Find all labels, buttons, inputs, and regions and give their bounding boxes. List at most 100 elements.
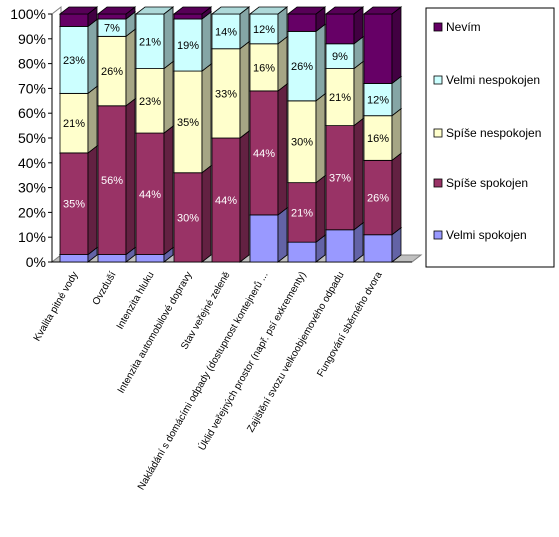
- bar-segment-side: [163, 60, 174, 134]
- legend-swatch: [433, 75, 443, 85]
- category-label: Intenzita hluku: [115, 270, 157, 331]
- legend-label: Velmi nespokojen: [446, 73, 540, 87]
- bar-segment: [363, 13, 393, 84]
- y-tick-label: 80%: [18, 56, 46, 72]
- bar-segment-side: [163, 125, 174, 256]
- bar-segment-side: [315, 174, 326, 243]
- data-label: 30%: [177, 212, 199, 224]
- y-tick-label: 50%: [18, 130, 46, 146]
- category-label: Kvalita pitné vody: [32, 270, 81, 343]
- bar-segment: [135, 254, 165, 263]
- y-tick-label: 60%: [18, 105, 46, 121]
- data-label: 21%: [63, 118, 85, 130]
- y-tick-label: 90%: [18, 31, 46, 47]
- data-label: 44%: [253, 148, 275, 160]
- data-label: 56%: [101, 175, 123, 187]
- data-label: 14%: [215, 26, 237, 38]
- data-label: 23%: [63, 55, 85, 67]
- y-axis: 0% 10% 20% 30% 40% 50% 60% 70% 80% 90% 100%: [10, 6, 53, 270]
- data-label: 35%: [177, 117, 199, 129]
- legend-swatch: [433, 178, 443, 188]
- y-tick-label: 20%: [18, 204, 46, 220]
- bar-segment-top: [324, 6, 365, 15]
- legend-swatch: [433, 230, 443, 240]
- bar-segment-side: [201, 11, 212, 72]
- legend-label: Velmi spokojen: [446, 228, 527, 242]
- bar-segment-side: [391, 6, 402, 85]
- data-label: 21%: [139, 36, 161, 48]
- bar-segment: [325, 68, 355, 126]
- data-label: 26%: [367, 193, 389, 205]
- bar-segment: [325, 229, 355, 263]
- data-label: 37%: [329, 173, 351, 185]
- bar-segment: [97, 254, 127, 263]
- bar-segment-side: [87, 85, 98, 154]
- data-label: 44%: [215, 195, 237, 207]
- bar-segment-side: [163, 6, 174, 70]
- bar-segment-top: [286, 6, 327, 15]
- bar-segment-top: [362, 6, 403, 15]
- data-label: 35%: [63, 199, 85, 211]
- data-label: 26%: [291, 61, 313, 73]
- bar-stack: 30% 35% 19%: [172, 6, 213, 263]
- data-label: 23%: [139, 96, 161, 108]
- bar-segment-top: [172, 6, 213, 15]
- bar-segment-side: [315, 23, 326, 102]
- bar-segment-side: [201, 63, 212, 174]
- bar-segment: [363, 115, 393, 161]
- bar-segment-top: [96, 6, 137, 15]
- bar-segment: [287, 241, 317, 263]
- bar-segment: [97, 105, 127, 255]
- category-label: Nakládání s domácími odpady (dostupnost …: [135, 270, 270, 493]
- data-label: 21%: [329, 92, 351, 104]
- y-tick-label: 70%: [18, 80, 46, 96]
- bar-segment: [173, 13, 203, 20]
- data-label: 21%: [291, 207, 313, 219]
- bar-segment-top: [248, 6, 289, 15]
- bar-segment: [287, 13, 317, 32]
- data-label: 19%: [177, 40, 199, 52]
- bar-segment: [173, 70, 203, 174]
- bar-stack: 37% 21% 9%: [324, 6, 365, 263]
- data-label: 26%: [101, 66, 123, 78]
- bar-segment: [325, 43, 355, 69]
- bar-segment-side: [87, 145, 98, 256]
- y-tick-label: 100%: [10, 6, 46, 22]
- data-label: 16%: [367, 133, 389, 145]
- bar-segment-side: [315, 92, 326, 184]
- bar-segment: [249, 43, 279, 92]
- data-label: 16%: [253, 62, 275, 74]
- category-label: Fungování sběrného dvora: [315, 270, 385, 379]
- bar-segment: [325, 125, 355, 231]
- bar-segment-side: [277, 35, 288, 92]
- bar-segment-side: [201, 164, 212, 263]
- bar-segment-side: [239, 130, 250, 263]
- bar-stack: 21% 30% 26%: [286, 6, 327, 263]
- bar-segment-side: [87, 18, 98, 95]
- bar-segment: [211, 137, 241, 263]
- category-label: Intenzita automobilové dopravy: [116, 270, 195, 395]
- bar-segment: [97, 13, 127, 20]
- bar-segment: [363, 83, 393, 117]
- legend-box: [425, 7, 555, 268]
- y-tick-label: 40%: [18, 155, 46, 171]
- bar-segment: [363, 159, 393, 236]
- legend-label: Spíše nespokojen: [446, 126, 541, 140]
- bar-segment: [59, 254, 89, 263]
- bar-stack: 35% 21% 23%: [58, 6, 99, 263]
- bar-segment-side: [353, 60, 364, 127]
- bar-stack: 44% 33% 14%: [210, 6, 251, 263]
- bar-segment-side: [277, 83, 288, 216]
- bar-stack: 56% 26% 7%: [96, 6, 137, 263]
- bar-stack: 26% 16% 12%: [362, 6, 403, 263]
- data-label: 30%: [291, 137, 313, 149]
- y-tick-label: 0%: [26, 254, 46, 270]
- bar-stack: 44% 23% 21%: [134, 6, 175, 263]
- bar-segment: [363, 234, 393, 263]
- bar-segment: [325, 13, 355, 45]
- bar-segment-side: [239, 40, 250, 139]
- y-tick-label: 30%: [18, 180, 46, 196]
- data-label: 33%: [215, 88, 237, 100]
- bar-segment-side: [391, 107, 402, 162]
